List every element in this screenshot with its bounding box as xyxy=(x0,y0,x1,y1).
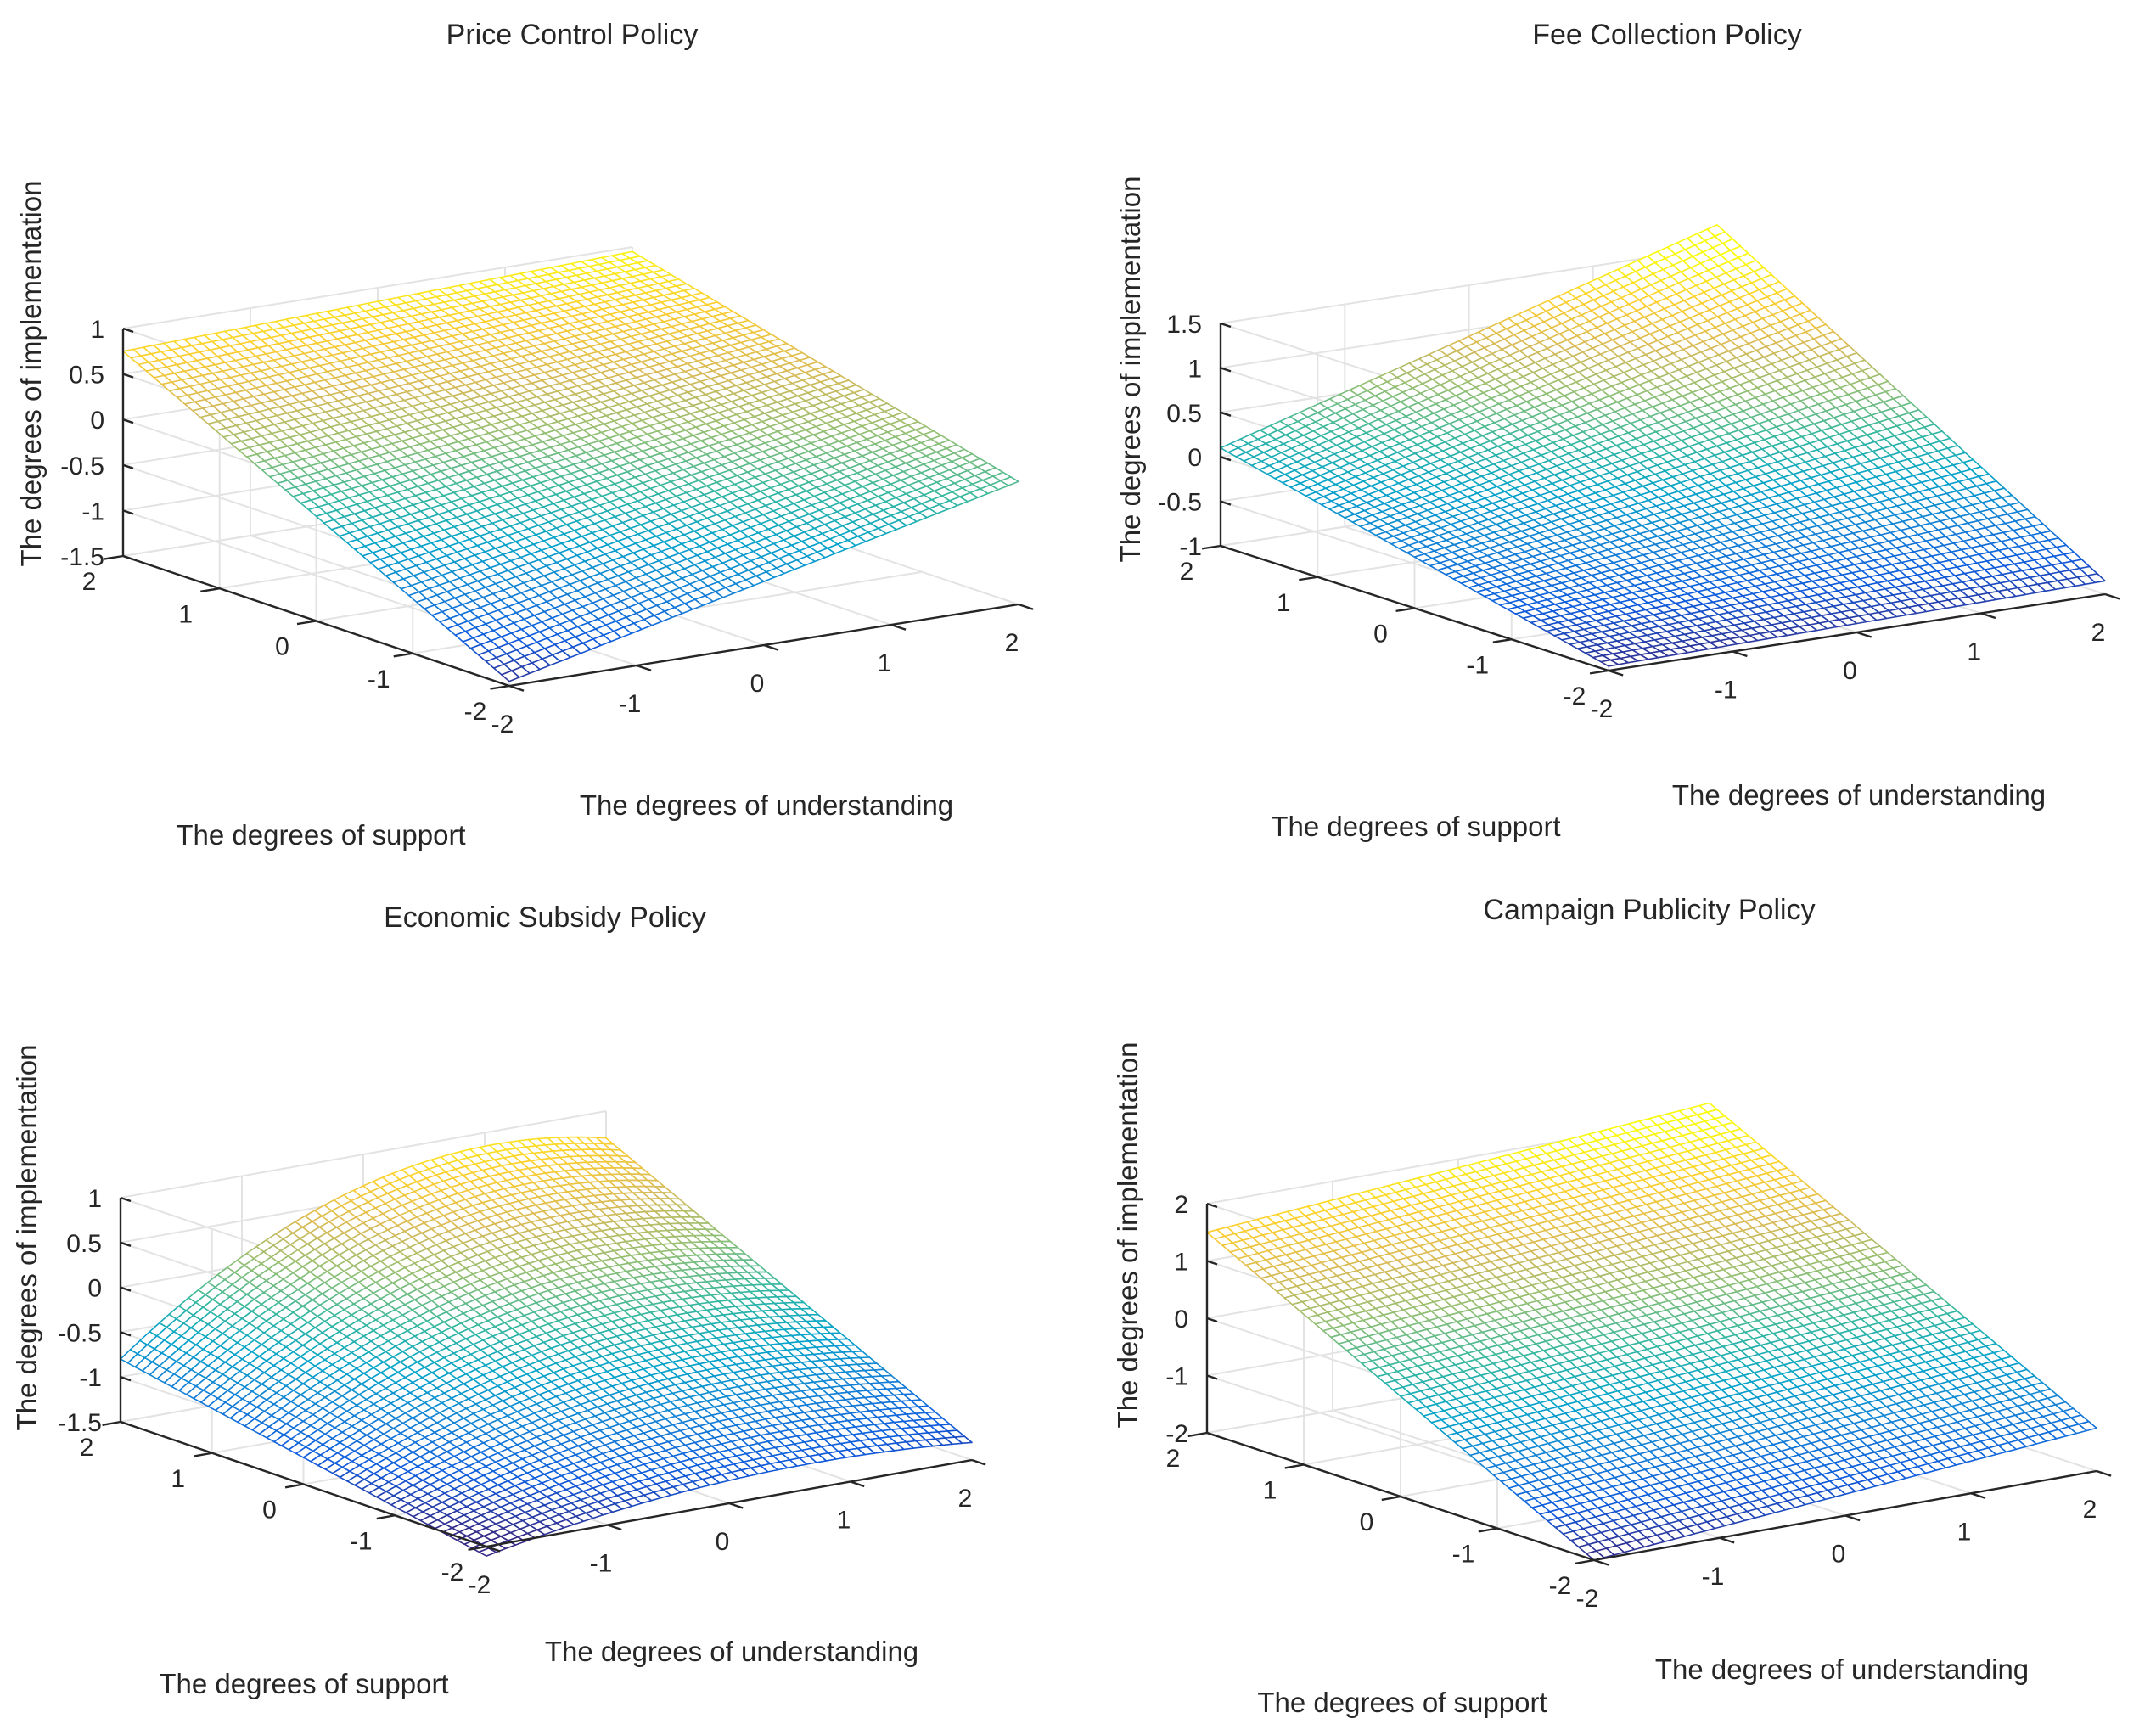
x-tick-label: 2 xyxy=(2083,1496,2097,1524)
y-tick-label: 2 xyxy=(1166,1445,1181,1473)
x-tick-label: -1 xyxy=(1715,677,1738,705)
y-tick-label: 2 xyxy=(80,1434,94,1462)
x-tick-label: -2 xyxy=(491,710,514,738)
y-tick-label: 1 xyxy=(178,600,193,628)
z-tick-label: -0.5 xyxy=(1158,489,1202,517)
z-tick-label: -1 xyxy=(1179,533,1202,561)
x-axis-label: The degrees of understanding xyxy=(545,1636,918,1667)
y-tick-label: -2 xyxy=(1564,682,1586,710)
x-axis-label: The degrees of understanding xyxy=(580,789,953,821)
z-tick-label: 0.5 xyxy=(1166,400,1202,428)
z-tick-label: 0.5 xyxy=(66,1230,102,1258)
chart-fee-collection: Fee Collection Policy The degrees of und… xyxy=(1114,19,2120,842)
y-tick-label: 1 xyxy=(171,1465,185,1493)
x-tick-label: -1 xyxy=(619,690,642,718)
y-tick-label: -2 xyxy=(464,698,487,726)
x-tick-label: 0 xyxy=(1832,1541,1846,1569)
y-tick-label: 0 xyxy=(262,1497,277,1525)
z-tick-label: -1.5 xyxy=(58,1409,102,1437)
z-axis-label: The degrees of implementation xyxy=(15,181,47,567)
surface-mesh xyxy=(120,1136,973,1557)
y-tick-label: 2 xyxy=(1180,558,1194,586)
z-tick-label: -1.5 xyxy=(60,543,104,571)
chart-campaign-publicity: Campaign Publicity Policy The degrees of… xyxy=(1112,894,2112,1718)
x-tick-label: 2 xyxy=(2091,619,2106,647)
y-tick-label: -2 xyxy=(1549,1572,1572,1600)
z-tick-label: 0 xyxy=(1187,444,1202,472)
axis-lines xyxy=(102,1196,986,1553)
z-tick-label: 2 xyxy=(1174,1191,1188,1219)
z-tick-label: 0.5 xyxy=(69,362,104,390)
z-axis-label: The degrees of implementation xyxy=(1112,1042,1143,1429)
axis-lines xyxy=(1187,1202,2112,1566)
y-axis-label: The degrees of support xyxy=(1257,1687,1547,1718)
x-tick-label: -2 xyxy=(1576,1585,1599,1613)
z-tick-label: 1.5 xyxy=(1166,311,1202,339)
x-tick-label: 1 xyxy=(1967,638,1981,666)
z-tick-label: 1 xyxy=(87,1185,102,1213)
z-tick-label: 1 xyxy=(1174,1249,1188,1277)
surface-mesh xyxy=(1206,1102,2097,1561)
x-tick-label: 1 xyxy=(1957,1518,1972,1546)
y-tick-label: -1 xyxy=(1452,1541,1475,1569)
y-tick-label: 0 xyxy=(1373,621,1388,649)
surface-mesh xyxy=(122,250,1019,682)
y-tick-label: -1 xyxy=(368,665,390,694)
axis-lines xyxy=(1201,322,2120,677)
y-axis-label: The degrees of support xyxy=(1271,811,1560,842)
z-tick-label: -1 xyxy=(1165,1363,1188,1391)
axis-lines xyxy=(104,327,1034,692)
z-tick-label: -1 xyxy=(79,1364,102,1392)
x-tick-label: -1 xyxy=(590,1550,613,1578)
surface-mesh xyxy=(1220,223,2106,667)
chart-title: Economic Subsidy Policy xyxy=(384,901,706,934)
chart-economic-subsidy: Economic Subsidy Policy The degrees of u… xyxy=(11,901,986,1699)
x-tick-label: 0 xyxy=(750,670,765,698)
z-axis-label: The degrees of implementation xyxy=(1114,177,1146,563)
chart-title: Fee Collection Policy xyxy=(1532,19,1801,51)
chart-price-control: Price Control Policy The degrees of unde… xyxy=(15,19,1034,851)
x-tick-label: 1 xyxy=(878,649,892,677)
y-tick-label: -2 xyxy=(441,1558,464,1586)
chart-title: Price Control Policy xyxy=(446,19,699,51)
x-tick-label: 1 xyxy=(837,1507,851,1535)
x-tick-label: 2 xyxy=(958,1485,973,1513)
z-tick-label: 0 xyxy=(90,407,104,435)
z-tick-label: 0 xyxy=(1174,1306,1188,1334)
y-tick-label: 0 xyxy=(275,633,289,661)
z-tick-label: 0 xyxy=(87,1275,102,1303)
chart-title: Campaign Publicity Policy xyxy=(1483,894,1815,926)
x-tick-label: -1 xyxy=(1702,1563,1725,1591)
y-tick-label: 2 xyxy=(82,568,97,596)
z-tick-label: 1 xyxy=(1187,355,1202,383)
z-tick-label: -0.5 xyxy=(58,1319,102,1347)
x-axis-label: The degrees of understanding xyxy=(1672,779,2046,811)
y-axis-label: The degrees of support xyxy=(159,1668,448,1699)
x-tick-label: 2 xyxy=(1005,629,1019,657)
z-tick-label: -0.5 xyxy=(60,452,104,480)
z-tick-label: 1 xyxy=(90,316,104,344)
z-axis-label: The degrees of implementation xyxy=(11,1045,42,1431)
x-tick-label: 0 xyxy=(1843,657,1857,685)
y-axis-label: The degrees of support xyxy=(176,819,465,851)
y-tick-label: 1 xyxy=(1263,1477,1277,1505)
y-tick-label: -1 xyxy=(1466,651,1489,679)
x-tick-label: 0 xyxy=(716,1528,730,1556)
y-tick-label: -1 xyxy=(350,1527,373,1555)
z-tick-label: -2 xyxy=(1165,1420,1188,1448)
x-tick-label: -2 xyxy=(469,1571,491,1599)
y-tick-label: 1 xyxy=(1277,589,1291,617)
z-tick-label: -1 xyxy=(81,497,104,525)
y-tick-label: 0 xyxy=(1360,1508,1374,1536)
x-axis-label: The degrees of understanding xyxy=(1655,1654,2029,1685)
x-tick-label: -2 xyxy=(1591,695,1614,723)
